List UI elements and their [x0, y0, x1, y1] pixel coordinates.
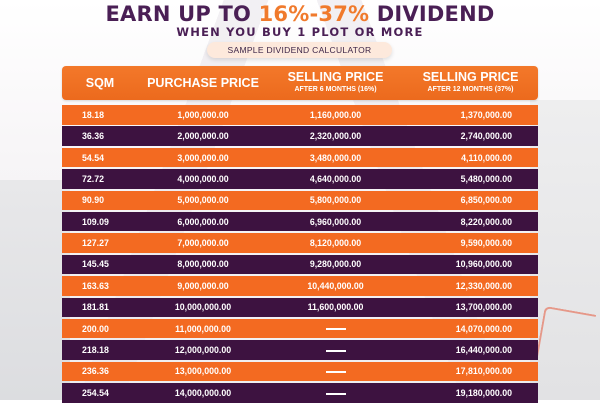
cell-selling-12m: 9,590,000.00 [460, 238, 512, 249]
cell-selling-12m: 12,330,000.00 [455, 280, 512, 291]
cell-selling-12m: 16,440,000.00 [455, 345, 512, 356]
header-selling-12m: SELLING PRICE AFTER 12 MONTHS (37%) [403, 69, 538, 96]
background-photo-right [530, 100, 600, 400]
cell-selling-6m: 2,320,000.00 [309, 131, 362, 142]
cell-sqm: 54.54 [82, 152, 105, 163]
calculator-label-pill: SAMPLE DIVIDEND CALCULATOR [207, 42, 392, 58]
cell-purchase-price: 6,000,000.00 [177, 216, 229, 227]
headline: EARN UP TO 16%-37% DIVIDEND [0, 2, 600, 26]
table-row: 145.45 8,000,000.00 9,280,000.00 10,960,000… [62, 254, 538, 275]
cell-selling-6m: 10,440,000.00 [307, 280, 364, 291]
table-row: 236.36 13,000,000.00 17,810,000.00 [62, 361, 538, 382]
dash-placeholder [325, 328, 346, 331]
cell-sqm: 236.36 [82, 366, 109, 377]
cell-selling-12m: 2,740,000.00 [460, 131, 512, 142]
table-row: 36.36 2,000,000.00 2,320,000.00 2,740,000.0… [62, 126, 538, 146]
cell-selling-6m: 8,120,000.00 [309, 238, 362, 249]
cell-selling-12m: 13,700,000.00 [455, 302, 512, 313]
table-row: 200.00 11,000,000.00 14,070,000.00 [62, 318, 538, 339]
header-selling-12m-title: SELLING PRICE [422, 69, 519, 84]
table-row: 127.27 7,000,000.00 8,120,000.00 9,590,000.… [62, 233, 538, 253]
headline-prefix: EARN UP TO [105, 2, 259, 26]
cell-sqm: 127.27 [82, 238, 109, 249]
table-row: 163.63 9,000,000.00 10,440,000.00 12,330,00… [62, 276, 538, 296]
table-row: 181.81 10,000,000.00 11,600,000.00 13,700,0… [62, 297, 538, 318]
header-purchase-price: PURCHASE PRICE [147, 76, 259, 90]
cell-purchase-price: 10,000,000.00 [174, 302, 232, 313]
cell-selling-12m: 17,810,000.00 [455, 366, 512, 377]
header-selling-12m-sub: AFTER 12 MONTHS (37%) [427, 85, 514, 93]
cell-sqm: 163.63 [82, 280, 109, 291]
table-row: 254.54 14,000,000.00 19,180,000.00 [62, 383, 538, 403]
dash-placeholder [325, 349, 346, 352]
background-photo-left [0, 180, 70, 400]
cell-purchase-price: 2,000,000.00 [177, 131, 229, 142]
cell-selling-6m: 1,160,000.00 [309, 109, 362, 120]
table-row: 109.09 6,000,000.00 6,960,000.00 8,220,000.… [62, 211, 538, 232]
cell-selling-6m: 6,960,000.00 [309, 216, 362, 227]
headline-accent: 16%-37% [258, 2, 370, 26]
cell-sqm: 218.18 [82, 345, 109, 356]
table-row: 218.18 12,000,000.00 16,440,000.00 [62, 340, 538, 360]
cell-sqm: 145.45 [82, 259, 109, 270]
cell-sqm: 200.00 [82, 323, 109, 334]
cell-selling-12m: 1,370,000.00 [460, 109, 512, 120]
cell-purchase-price: 9,000,000.00 [177, 280, 229, 291]
cell-sqm: 90.90 [82, 195, 105, 206]
table-header: SQM PURCHASE PRICE SELLING PRICE AFTER 6… [62, 66, 538, 100]
cell-selling-12m: 8,220,000.00 [460, 216, 512, 227]
cell-selling-12m: 6,850,000.00 [460, 195, 512, 206]
cell-selling-12m: 19,180,000.00 [455, 387, 512, 398]
cell-purchase-price: 1,000,000.00 [177, 109, 229, 120]
cell-purchase-price: 13,000,000.00 [174, 366, 232, 377]
cell-selling-12m: 4,110,000.00 [461, 152, 512, 163]
map-line-decoration [535, 305, 597, 367]
cell-purchase-price: 4,000,000.00 [177, 173, 229, 184]
cell-selling-12m: 14,070,000.00 [455, 323, 512, 334]
cell-purchase-price: 5,000,000.00 [177, 195, 229, 206]
header-selling-6m-title: SELLING PRICE [287, 69, 384, 84]
cell-purchase-price: 3,000,000.00 [177, 152, 229, 163]
cell-purchase-price: 12,000,000.00 [174, 345, 232, 356]
cell-selling-6m: 4,640,000.00 [309, 173, 362, 184]
table-body: 18.18 1,000,000.00 1,160,000.00 1,370,000.0… [62, 105, 538, 403]
headline-suffix: DIVIDEND [369, 2, 495, 26]
cell-purchase-price: 14,000,000.00 [174, 387, 232, 398]
cell-sqm: 72.72 [82, 173, 105, 184]
table-row: 54.54 3,000,000.00 3,480,000.00 4,110,000.0… [62, 147, 538, 168]
table-row: 18.18 1,000,000.00 1,160,000.00 1,370,000.0… [62, 105, 538, 125]
cell-sqm: 181.81 [82, 302, 109, 313]
subheadline: WHEN YOU BUY 1 PLOT OR MORE [176, 25, 424, 39]
table-row: 90.90 5,000,000.00 5,800,000.00 6,850,000.0… [62, 190, 538, 211]
cell-selling-6m: 3,480,000.00 [309, 152, 362, 163]
cell-sqm: 254.54 [82, 387, 109, 398]
cell-sqm: 36.36 [82, 131, 105, 142]
cell-selling-6m [268, 324, 403, 334]
cell-selling-6m: 11,600,000.00 [307, 302, 364, 313]
cell-selling-6m [268, 345, 403, 355]
cell-selling-12m: 10,960,000.00 [455, 259, 512, 270]
cell-selling-6m: 9,280,000.00 [309, 259, 362, 270]
cell-purchase-price: 11,000,000.00 [175, 323, 231, 334]
header-selling-6m: SELLING PRICE AFTER 6 MONTHS (16%) [268, 69, 403, 96]
cell-sqm: 109.09 [82, 216, 109, 227]
dash-placeholder [325, 371, 346, 374]
cell-selling-6m [268, 388, 403, 398]
dash-placeholder [325, 392, 346, 395]
cell-selling-12m: 5,480,000.00 [460, 173, 512, 184]
cell-sqm: 18.18 [82, 109, 105, 120]
cell-purchase-price: 8,000,000.00 [177, 259, 229, 270]
header-selling-6m-sub: AFTER 6 MONTHS (16%) [294, 85, 377, 93]
cell-selling-6m [268, 366, 403, 376]
table-row: 72.72 4,000,000.00 4,640,000.00 5,480,000.0… [62, 169, 538, 189]
cell-selling-6m: 5,800,000.00 [309, 195, 362, 206]
header-sqm: SQM [85, 76, 115, 90]
cell-purchase-price: 7,000,000.00 [177, 238, 229, 249]
dividend-table: SQM PURCHASE PRICE SELLING PRICE AFTER 6… [62, 66, 538, 404]
